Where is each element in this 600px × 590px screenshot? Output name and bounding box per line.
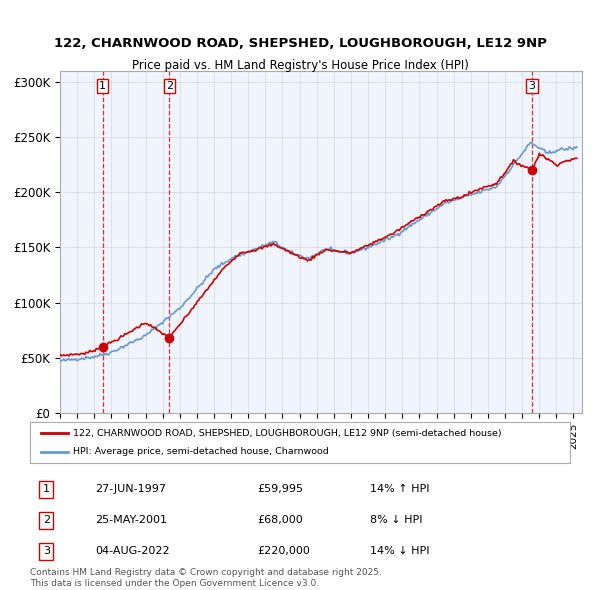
Text: 8% ↓ HPI: 8% ↓ HPI (370, 515, 422, 525)
Text: £220,000: £220,000 (257, 546, 310, 556)
Text: 27-JUN-1997: 27-JUN-1997 (95, 484, 166, 494)
Text: 14% ↓ HPI: 14% ↓ HPI (370, 546, 430, 556)
Text: Price paid vs. HM Land Registry's House Price Index (HPI): Price paid vs. HM Land Registry's House … (131, 59, 469, 72)
Text: 1: 1 (43, 484, 50, 494)
FancyBboxPatch shape (30, 422, 570, 463)
Text: Contains HM Land Registry data © Crown copyright and database right 2025.
This d: Contains HM Land Registry data © Crown c… (30, 568, 382, 588)
Text: 2: 2 (166, 81, 173, 91)
Text: 3: 3 (43, 546, 50, 556)
Text: 2: 2 (43, 515, 50, 525)
Text: £68,000: £68,000 (257, 515, 302, 525)
Text: 25-MAY-2001: 25-MAY-2001 (95, 515, 167, 525)
Text: 14% ↑ HPI: 14% ↑ HPI (370, 484, 430, 494)
Text: 1: 1 (99, 81, 106, 91)
Text: 04-AUG-2022: 04-AUG-2022 (95, 546, 169, 556)
Text: £59,995: £59,995 (257, 484, 303, 494)
Text: HPI: Average price, semi-detached house, Charnwood: HPI: Average price, semi-detached house,… (73, 447, 329, 456)
Text: 122, CHARNWOOD ROAD, SHEPSHED, LOUGHBOROUGH, LE12 9NP: 122, CHARNWOOD ROAD, SHEPSHED, LOUGHBORO… (53, 37, 547, 50)
Text: 122, CHARNWOOD ROAD, SHEPSHED, LOUGHBOROUGH, LE12 9NP (semi-detached house): 122, CHARNWOOD ROAD, SHEPSHED, LOUGHBORO… (73, 429, 502, 438)
Text: 3: 3 (529, 81, 536, 91)
